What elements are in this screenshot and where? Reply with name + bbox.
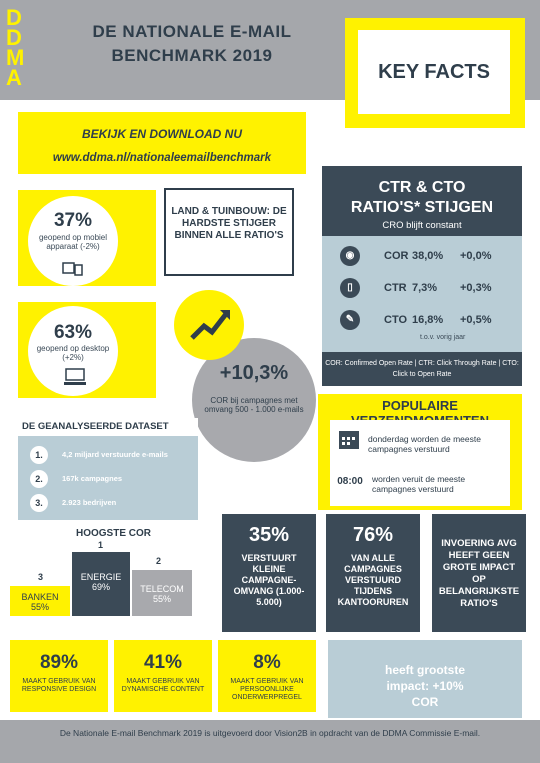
ddma-logo: D D M A [6,5,46,90]
stat-card-office-hours: 76% VAN ALLE CAMPAGNES VERSTUURD TIJDENS… [326,514,420,632]
highest-cor-title: HOOGSTE COR [76,528,152,539]
stat-card-avg: INVOERING AVG HEEFT GEEN GROTE IMPACT OP… [432,514,526,632]
logo-letter: M [6,45,26,70]
compared-to-last-year-note: t.o.v. vorig jaar [420,334,466,341]
ratio-row-cto: ✎ CTO 16,8% +0,5% [340,310,520,330]
stat-card-small-campaigns: 35% VERSTUURT KLEINE CAMPAGNE-OMVANG (1.… [222,514,316,632]
ctr-title-line-1: CTR & CTO [378,179,466,196]
ratio-label: COR [384,250,409,262]
logo-letter: D [6,25,23,50]
popular-moments-panel [330,420,510,506]
mouse-icon: ▯ [340,278,360,298]
card-text: MAAKT GEBRUIK VAN PERSOONLIJKE ONDERWERP… [230,678,304,701]
card-big-number: 8% [253,652,281,673]
ratio-change: +0,3% [460,282,492,294]
key-facts-label: KEY FACTS [358,30,510,114]
card-big-number: 89% [39,652,79,673]
bar-rank: 2 [156,556,162,566]
logo-letter: D [6,5,23,30]
dataset-item-number: 2. [30,470,48,488]
ratio-legend: COR: Confirmed Open Rate | CTR: Click Th… [322,352,522,386]
stat-card-personal: 8% MAAKT GEBRUIK VAN PERSOONLIJKE ONDERW… [218,640,316,712]
card-text: MAAKT GEBRUIK VAN RESPONSIVE DESIGN [21,678,97,693]
download-banner[interactable]: BEKIJK EN DOWNLOAD NU www.ddma.nl/nation… [18,112,306,174]
impact-line-2: impact: +10% [386,679,464,693]
desktop-stat-circle [28,306,118,396]
dataset-item-text: 4,2 miljard verstuurde e-mails [62,450,168,459]
ratio-label: CTR [384,282,407,294]
popular-time: 08:00 [337,476,363,487]
stat-card-dynamic: 41% MAAKT GEBRUIK VAN DYNAMISCHE CONTENT [114,640,212,712]
logo-letter: A [6,65,23,90]
desktop-text: geopend op desktop (+2%) [36,344,110,362]
bar-name: ENERGIE [80,572,122,582]
footer-credit: De Nationale E-mail Benchmark 2019 is ui… [0,720,540,763]
download-label: BEKIJK EN DOWNLOAD NU [81,127,242,141]
card-big-number: 76% [352,524,394,546]
mobile-stat-circle [28,196,118,286]
title-line-2: BENCHMARK 2019 [111,46,273,65]
popular-time-text: worden veruit de meeste campagnes verstu… [372,474,466,494]
mobile-pct: 37% [53,210,93,231]
dataset-item-number: 3. [30,494,48,512]
dataset-item-number: 1. [30,446,48,464]
devices-icon [62,262,84,276]
page-title: DE NATIONALE E-MAIL BENCHMARK 2019 [62,20,322,68]
impact-callout: heeft grootste impact: +10% COR [328,640,522,718]
mobile-text: geopend op mobiel apparaat (-2%) [38,233,108,251]
ratio-label: CTO [384,314,408,326]
ratio-row-cor: ◉ COR 38,0% +0,0% [340,246,520,266]
dataset-item-text: 2.923 bedrijven [62,498,117,507]
bar-rank: 3 [38,572,44,582]
dataset-title: DE GEANALYSEERDE DATASET [18,418,198,436]
growth-pct: +10,3% [219,362,289,384]
click-icon: ✎ [340,310,360,330]
ratio-change: +0,0% [460,250,492,262]
eye-icon: ◉ [340,246,360,266]
growth-chart-icon [174,290,244,360]
ratio-value: 16,8% [412,314,444,326]
card-big-number: 41% [143,652,183,673]
desktop-pct: 63% [53,322,93,343]
card-big-number: 35% [248,524,290,546]
ratio-value: 7,3% [412,282,438,294]
ctr-title-line-2: RATIO'S* STIJGEN [350,199,494,216]
land-tuinbouw-callout: LAND & TUINBOUW: DE HARDSTE STIJGER BINN… [164,188,294,276]
bar-banken: BANKEN 55% [10,586,70,616]
bar-name: BANKEN [21,592,59,602]
calendar-icon [338,428,360,450]
popular-title-line-1: POPULAIRE [382,398,458,413]
card-text: VERSTUURT KLEINE CAMPAGNE-OMVANG (1.000-… [233,553,305,607]
bar-name: TELECOM [140,584,184,594]
dataset-panel [18,436,198,520]
bar-energie: ENERGIE 69% [72,552,130,616]
bar-rank: 1 [98,540,104,550]
cro-subtitle: CRO blijft constant [382,220,462,231]
ctr-cto-header: CTR & CTO RATIO'S* STIJGEN [322,166,522,238]
card-text: INVOERING AVG HEEFT GEEN GROTE IMPACT OP… [438,538,520,609]
bar-telecom: TELECOM 55% [132,570,192,616]
dataset-item-text: 167k campagnes [62,474,123,483]
bar-value: 55% [152,594,171,604]
download-link[interactable]: www.ddma.nl/nationaleemailbenchmark [52,152,272,164]
impact-line-3: COR [411,695,439,709]
card-text: MAAKT GEBRUIK VAN DYNAMISCHE CONTENT [121,678,205,693]
ratio-row-ctr: ▯ CTR 7,3% +0,3% [340,278,520,298]
popular-day-text: donderdag worden de meeste campagnes ver… [368,434,481,454]
desktop-computer-icon [64,368,86,386]
stat-card-responsive: 89% MAAKT GEBRUIK VAN RESPONSIVE DESIGN [10,640,108,712]
growth-text: COR bij campagnes met omvang 500 - 1.000… [204,396,304,414]
card-text: VAN ALLE CAMPAGNES VERSTUURD TIJDENS KAN… [337,553,409,607]
ratio-value: 38,0% [412,250,444,262]
impact-line-1: heeft grootste [384,663,465,677]
ratio-change: +0,5% [460,314,492,326]
bar-value: 69% [91,582,110,592]
title-line-1: DE NATIONALE E-MAIL [92,22,292,41]
bar-value: 55% [30,602,49,612]
